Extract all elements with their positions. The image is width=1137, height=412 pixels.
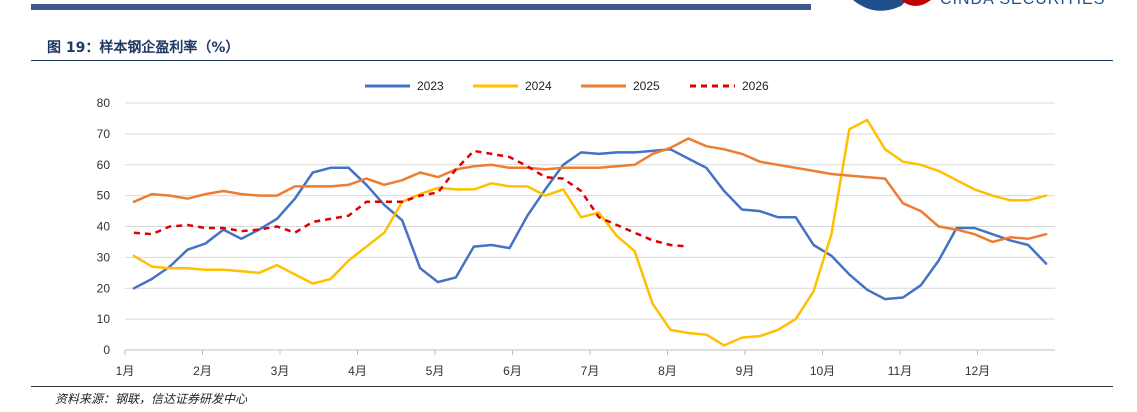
chart-grid <box>125 102 1055 320</box>
source-note: 资料来源：钢联，信达证券研发中心 <box>55 392 248 406</box>
header-accent-bar <box>31 4 811 10</box>
series-line-2024 <box>132 118 1048 347</box>
x-tick-label: 1月 <box>116 364 135 378</box>
y-tick-label: 60 <box>97 158 111 172</box>
x-tick-label: 2月 <box>193 364 212 378</box>
series-line-2026 <box>133 149 689 248</box>
y-tick-label: 0 <box>103 343 110 357</box>
y-tick-label: 50 <box>97 189 111 203</box>
x-tick-label: 4月 <box>348 364 367 378</box>
x-tick-label: 6月 <box>503 364 522 378</box>
y-tick-label: 70 <box>97 127 111 141</box>
legend-label-2024: 2024 <box>525 79 552 93</box>
x-tick-label: 7月 <box>581 364 600 378</box>
legend-label-2026: 2026 <box>742 79 769 93</box>
logo-text: CINDA SECURITIES <box>940 0 1105 9</box>
legend-label-2025: 2025 <box>633 79 660 93</box>
x-tick-label: 11月 <box>888 364 912 378</box>
chart-axes: 0 10 20 30 40 50 60 70 80 1月 2月 3月 4月 5月 6月 7月 8月 9月 10月 11… <box>97 96 1055 378</box>
x-tick-label: 3月 <box>271 364 290 378</box>
x-tick-label: 12月 <box>965 364 990 378</box>
chart-legend: 2023 2024 2025 2026 <box>365 79 769 93</box>
y-tick-label: 40 <box>97 220 111 234</box>
y-tick-label: 30 <box>97 250 111 264</box>
y-tick-label: 20 <box>97 281 111 295</box>
logo-emblem-icon <box>853 0 931 11</box>
company-logo: CINDA SECURITIES <box>845 0 1137 14</box>
title-rule <box>31 60 1113 61</box>
x-tick-label: 8月 <box>658 364 677 378</box>
y-tick-label: 10 <box>97 312 111 326</box>
y-tick-label: 80 <box>97 96 111 110</box>
x-tick-label: 9月 <box>736 364 755 378</box>
series-line-2025 <box>132 137 1048 244</box>
chart-series <box>132 118 1048 347</box>
x-tick-label: 5月 <box>426 364 445 378</box>
footer-rule <box>31 386 1113 387</box>
x-tick-label: 10月 <box>810 364 835 378</box>
legend-label-2023: 2023 <box>417 79 444 93</box>
figure-title: 图 19：样本钢企盈利率（%） <box>47 40 240 56</box>
series-line-2023 <box>132 148 1048 301</box>
